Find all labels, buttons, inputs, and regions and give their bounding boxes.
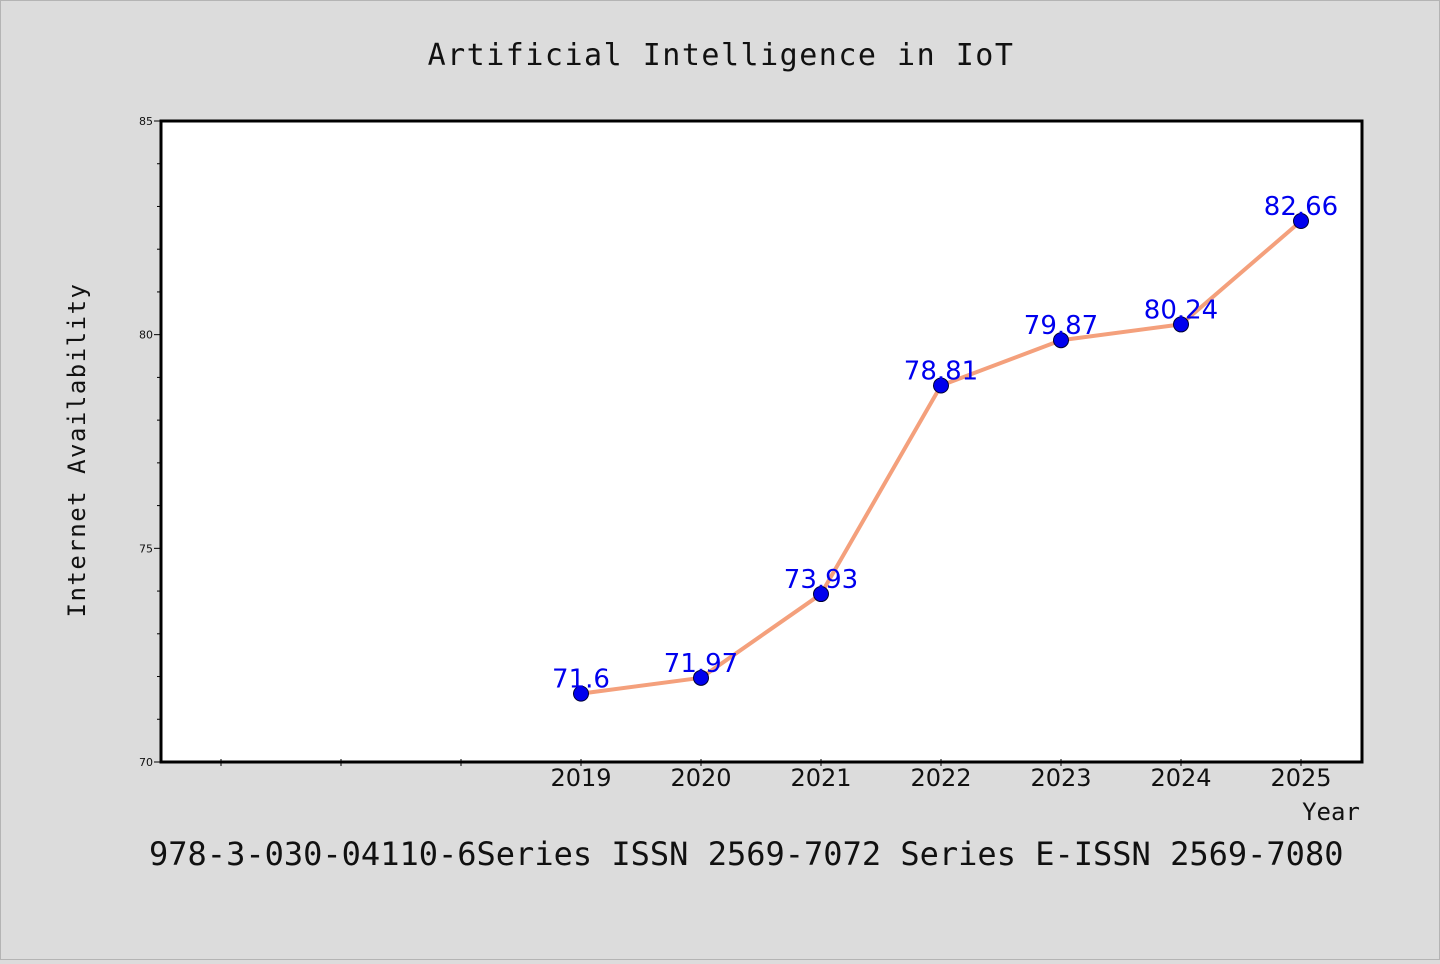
plot-area xyxy=(159,119,1364,764)
x-tick-label: 2020 xyxy=(670,764,731,792)
x-tick-label: 2024 xyxy=(1150,764,1211,792)
y-tick-label: 85 xyxy=(139,115,153,128)
data-label: 80.24 xyxy=(1144,295,1218,325)
data-point xyxy=(1293,212,1309,229)
data-label: 73.93 xyxy=(784,565,858,595)
x-axis-label: Year xyxy=(1302,798,1360,826)
chart-title: Artificial Intelligence in IoT xyxy=(428,38,1015,73)
data-label: 82.66 xyxy=(1264,192,1338,222)
y-tick-label: 70 xyxy=(139,756,153,769)
data-label: 71.6 xyxy=(552,665,610,695)
y-axis-label: Internet Availability xyxy=(63,283,91,618)
data-point xyxy=(573,685,589,702)
y-tick-label: 80 xyxy=(139,329,153,342)
y-tick-label: 75 xyxy=(139,542,153,555)
x-tick-label: 2025 xyxy=(1270,764,1331,792)
data-point xyxy=(1173,316,1189,333)
data-label: 71.97 xyxy=(664,649,738,679)
data-point xyxy=(933,377,949,394)
x-axis: 2019 2020 2021 2022 2023 2024 2025 xyxy=(220,759,1332,792)
x-tick-label: 2022 xyxy=(910,764,971,792)
x-tick-label: 2019 xyxy=(550,764,611,792)
y-axis: 70 75 80 85 xyxy=(139,115,161,769)
data-label: 79.87 xyxy=(1024,311,1098,341)
footnote: 978-3-030-04110-6Series ISSN 2569-7072 S… xyxy=(149,835,1343,873)
series-group: 71.6 71.97 73.93 78.81 79.87 80.24 82.66 xyxy=(552,192,1338,702)
data-label: 78.81 xyxy=(904,357,978,387)
x-tick-label: 2021 xyxy=(790,764,851,792)
data-point xyxy=(1053,332,1069,349)
data-point xyxy=(693,669,709,686)
data-point xyxy=(813,586,829,603)
x-tick-label: 2023 xyxy=(1030,764,1091,792)
